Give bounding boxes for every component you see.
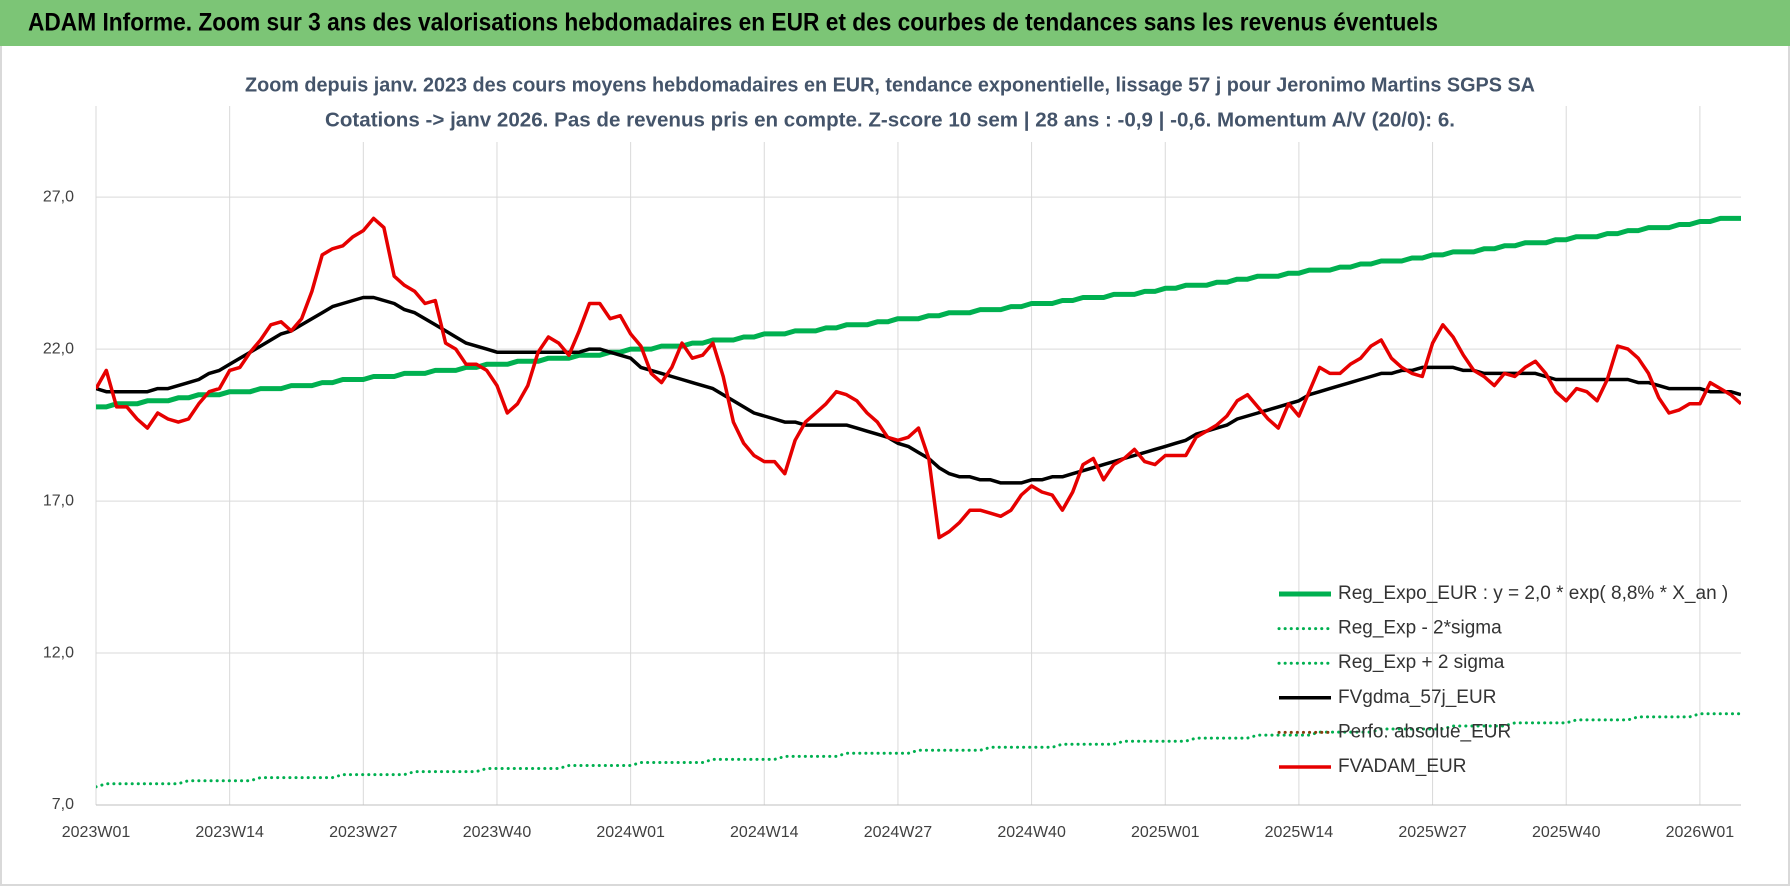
plot-area bbox=[96, 215, 1741, 789]
x-tick-label: 2025W14 bbox=[1265, 824, 1334, 841]
series-line bbox=[96, 216, 1741, 540]
x-tick-label: 2023W27 bbox=[329, 824, 398, 841]
series-line bbox=[96, 712, 1741, 789]
legend-label: Perfo. absolue_EUR bbox=[1338, 721, 1511, 742]
chart-title: ADAM Informe. Zoom sur 3 ans des valoris… bbox=[28, 9, 1438, 37]
y-tick-label: 7,0 bbox=[52, 796, 74, 813]
x-tick-label: 2024W14 bbox=[730, 824, 799, 841]
x-tick-label: 2025W40 bbox=[1532, 824, 1601, 841]
series-line bbox=[96, 215, 1741, 410]
x-tick-label: 2024W40 bbox=[997, 824, 1066, 841]
subtitle: Cotations -> janv 2026. Pas de revenus p… bbox=[325, 109, 1455, 131]
x-tick-label: 2023W14 bbox=[195, 824, 264, 841]
legend: Reg_Expo_EUR : y = 2,0 * exp( 8,8% * X_a… bbox=[1277, 583, 1728, 777]
subtitle-box bbox=[245, 64, 1541, 142]
x-tick-label: 2024W01 bbox=[596, 824, 665, 841]
legend-label: Reg_Exp + 2 sigma bbox=[1338, 652, 1505, 673]
x-tick-label: 2025W27 bbox=[1398, 824, 1467, 841]
header-bar bbox=[0, 0, 1790, 46]
y-tick-label: 22,0 bbox=[43, 340, 74, 357]
y-tick-label: 17,0 bbox=[43, 492, 74, 509]
legend-label: FVADAM_EUR bbox=[1338, 756, 1466, 777]
y-tick-label: 12,0 bbox=[43, 644, 74, 661]
series-line bbox=[96, 295, 1741, 485]
legend-label: Reg_Exp - 2*sigma bbox=[1338, 618, 1502, 639]
x-tick-label: 2023W01 bbox=[62, 824, 131, 841]
x-tick-label: 2025W01 bbox=[1131, 824, 1200, 841]
x-tick-label: 2024W27 bbox=[864, 824, 933, 841]
axes: 7,0 12,0 17,0 22,0 27,0 2023W01 2023W14 2023W27… bbox=[43, 188, 1741, 841]
x-tick-label: 2026W01 bbox=[1666, 824, 1735, 841]
x-tick-label: 2023W40 bbox=[463, 824, 532, 841]
legend-label: Reg_Expo_EUR : y = 2,0 * exp( 8,8% * X_a… bbox=[1338, 583, 1728, 604]
y-tick-label: 27,0 bbox=[43, 188, 74, 205]
subtitle: Zoom depuis janv. 2023 des cours moyens … bbox=[245, 74, 1535, 96]
legend-label: FVgdma_57j_EUR bbox=[1338, 687, 1496, 708]
